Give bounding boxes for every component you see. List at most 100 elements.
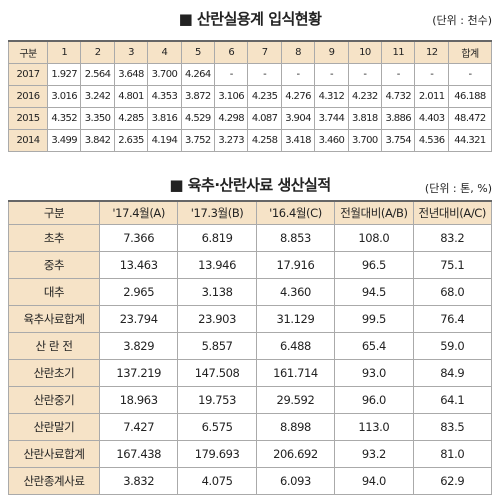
cell: 1.927 xyxy=(46,63,82,86)
data-row: 초추 7.366 6.819 8.853 108.0 83.2 xyxy=(8,224,493,252)
data-row: 육추사료합계 23.794 23.903 31.129 99.5 76.4 xyxy=(8,305,493,333)
cell: 2015 xyxy=(8,107,48,130)
cell: 113.0 xyxy=(334,413,414,441)
cell: 31.129 xyxy=(255,305,336,333)
cell: 6.819 xyxy=(177,224,257,252)
header-cell: '17.3월(B) xyxy=(177,200,257,225)
cell: 4.276 xyxy=(280,85,316,108)
header-cell: 5 xyxy=(180,40,216,64)
data-row: 산란말기 7.427 6.575 8.898 113.0 83.5 xyxy=(8,413,493,441)
cell: 3.816 xyxy=(147,107,182,130)
cell: 94.0 xyxy=(334,467,414,495)
cell: 4.352 xyxy=(46,107,82,130)
header-cell: 12 xyxy=(414,40,449,64)
cell: 산란초기 xyxy=(8,359,100,387)
cell: 65.4 xyxy=(334,332,414,360)
cell: 4.232 xyxy=(347,85,383,108)
cell: 84.9 xyxy=(412,359,493,387)
header-cell: 전월대비(A/B) xyxy=(334,200,414,225)
cell: 산란종계사료 xyxy=(8,467,100,495)
cell: 3.499 xyxy=(46,129,82,152)
data-row: 대추 2.965 3.138 4.360 94.5 68.0 xyxy=(8,278,493,306)
cell: 3.904 xyxy=(280,107,316,130)
cell: - xyxy=(280,63,316,86)
cell: 206.692 xyxy=(255,440,336,468)
cell: - xyxy=(214,63,249,86)
cell: 167.438 xyxy=(98,440,179,468)
cell: 3.350 xyxy=(80,107,115,130)
data-row: 2014 3.499 3.842 2.635 4.194 3.752 3.273 4.258 3… xyxy=(8,129,492,152)
cell: 23.794 xyxy=(98,305,179,333)
cell: 4.801 xyxy=(113,85,149,108)
cell: 4.529 xyxy=(180,107,216,130)
cell: 2014 xyxy=(8,129,48,152)
cell: 83.5 xyxy=(412,413,493,441)
cell: 2.011 xyxy=(414,85,449,108)
cell: 2017 xyxy=(8,63,48,86)
cell: 46.188 xyxy=(448,85,492,108)
cell: 3.700 xyxy=(147,63,182,86)
cell: 4.732 xyxy=(381,85,416,108)
cell: 108.0 xyxy=(334,224,414,252)
cell: 94.5 xyxy=(334,278,414,306)
cell: 8.898 xyxy=(255,413,336,441)
header-row: 구분 '17.4월(A) '17.3월(B) '16.4월(C) 전월대비(A/B) 전년… xyxy=(8,200,493,225)
table-title: ■ 육추·산란사료 생산실적 xyxy=(169,176,331,194)
cell: 4.298 xyxy=(214,107,249,130)
cell: 3.744 xyxy=(314,107,349,130)
cell: - xyxy=(247,63,282,86)
cell: 6.093 xyxy=(255,467,336,495)
cell: 4.312 xyxy=(314,85,349,108)
cell: 4.194 xyxy=(147,129,182,152)
data-row: 2017 1.927 2.564 3.648 3.700 4.264- - - - - - - - xyxy=(8,63,492,86)
cell: 83.2 xyxy=(412,224,493,252)
cell: 3.016 xyxy=(46,85,82,108)
header-cell: 6 xyxy=(214,40,249,64)
header-cell: 구분 xyxy=(8,40,48,64)
cell: 3.273 xyxy=(214,129,249,152)
cell: 3.418 xyxy=(280,129,316,152)
cell: - xyxy=(314,63,349,86)
data-row: 2016 3.016 3.242 4.801 4.353 3.872 3.106 4.235 4… xyxy=(8,85,492,108)
cell: 2016 xyxy=(8,85,48,108)
cell: 3.700 xyxy=(347,129,383,152)
cell: 4.536 xyxy=(414,129,449,152)
table: 구분 '17.4월(A) '17.3월(B) '16.4월(C) 전월대비(A/B) 전년… xyxy=(8,200,493,495)
cell: 산란사료합계 xyxy=(8,440,100,468)
header-cell: 8 xyxy=(280,40,316,64)
cell: 6.575 xyxy=(177,413,257,441)
cell: 3.872 xyxy=(180,85,216,108)
data-row: 산 란 전 3.829 5.857 6.488 65.4 59.0 xyxy=(8,332,493,360)
cell: 3.829 xyxy=(98,332,179,360)
cell: 48.472 xyxy=(448,107,492,130)
cell: 3.818 xyxy=(347,107,383,130)
cell: 99.5 xyxy=(334,305,414,333)
cell: 산 란 전 xyxy=(8,332,100,360)
header-cell: '16.4월(C) xyxy=(255,200,336,225)
table-title: ■ 산란실용계 입식현황 xyxy=(178,10,322,28)
cell: 4.235 xyxy=(247,85,282,108)
data-row: 산란중기 18.963 19.753 29.592 96.0 64.1 xyxy=(8,386,493,414)
cell: 2.564 xyxy=(80,63,115,86)
cell: 3.886 xyxy=(381,107,416,130)
cell: 5.857 xyxy=(177,332,257,360)
header-cell: 합계 xyxy=(448,40,492,64)
cell: 179.693 xyxy=(177,440,257,468)
cell: 4.353 xyxy=(147,85,182,108)
cell: 68.0 xyxy=(412,278,493,306)
cell: 8.853 xyxy=(255,224,336,252)
table: 구분 1 2 3 4 5 6 7 8 9 10 11 12 합계 2017 1.927 2.564 3.648 3.… xyxy=(8,40,492,152)
cell: - xyxy=(448,63,492,86)
header-cell: 9 xyxy=(314,40,349,64)
cell: 18.963 xyxy=(98,386,179,414)
cell: 19.753 xyxy=(177,386,257,414)
cell: 2.635 xyxy=(113,129,149,152)
cell: 4.360 xyxy=(255,278,336,306)
cell: 3.460 xyxy=(314,129,349,152)
cell: 2.965 xyxy=(98,278,179,306)
header-cell: 전년대비(A/C) xyxy=(412,200,493,225)
cell: 7.427 xyxy=(98,413,179,441)
header-cell: 11 xyxy=(381,40,416,64)
cell: 137.219 xyxy=(98,359,179,387)
